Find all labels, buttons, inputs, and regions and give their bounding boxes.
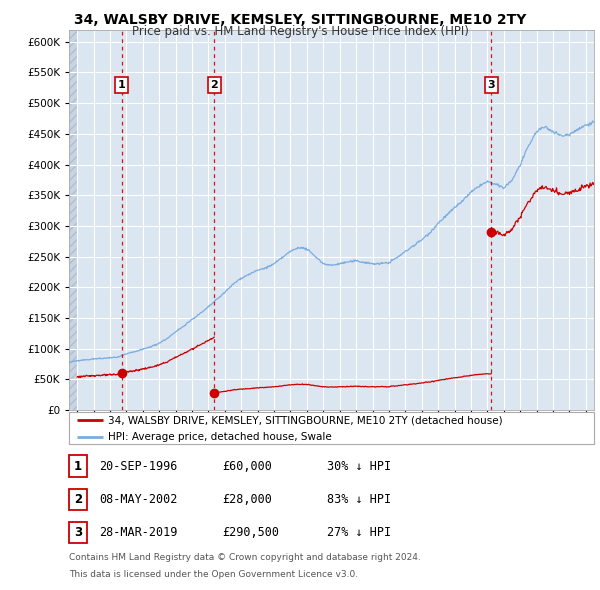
Text: 08-MAY-2002: 08-MAY-2002 [99,493,178,506]
Text: £28,000: £28,000 [222,493,272,506]
Text: 20-SEP-1996: 20-SEP-1996 [99,460,178,473]
Text: 3: 3 [74,526,82,539]
Text: 1: 1 [118,80,126,90]
Text: 28-MAR-2019: 28-MAR-2019 [99,526,178,539]
Text: 27% ↓ HPI: 27% ↓ HPI [327,526,391,539]
Text: Price paid vs. HM Land Registry's House Price Index (HPI): Price paid vs. HM Land Registry's House … [131,25,469,38]
Text: 34, WALSBY DRIVE, KEMSLEY, SITTINGBOURNE, ME10 2TY (detached house): 34, WALSBY DRIVE, KEMSLEY, SITTINGBOURNE… [109,415,503,425]
Text: 30% ↓ HPI: 30% ↓ HPI [327,460,391,473]
Text: 3: 3 [487,80,495,90]
Text: 2: 2 [74,493,82,506]
FancyBboxPatch shape [69,412,594,444]
Text: £290,500: £290,500 [222,526,279,539]
Text: Contains HM Land Registry data © Crown copyright and database right 2024.: Contains HM Land Registry data © Crown c… [69,553,421,562]
Text: HPI: Average price, detached house, Swale: HPI: Average price, detached house, Swal… [109,432,332,442]
Text: £60,000: £60,000 [222,460,272,473]
Text: This data is licensed under the Open Government Licence v3.0.: This data is licensed under the Open Gov… [69,570,358,579]
Bar [69,30,77,410]
Text: 34, WALSBY DRIVE, KEMSLEY, SITTINGBOURNE, ME10 2TY: 34, WALSBY DRIVE, KEMSLEY, SITTINGBOURNE… [74,13,526,27]
Text: 1: 1 [74,460,82,473]
Text: 83% ↓ HPI: 83% ↓ HPI [327,493,391,506]
Text: 2: 2 [211,80,218,90]
